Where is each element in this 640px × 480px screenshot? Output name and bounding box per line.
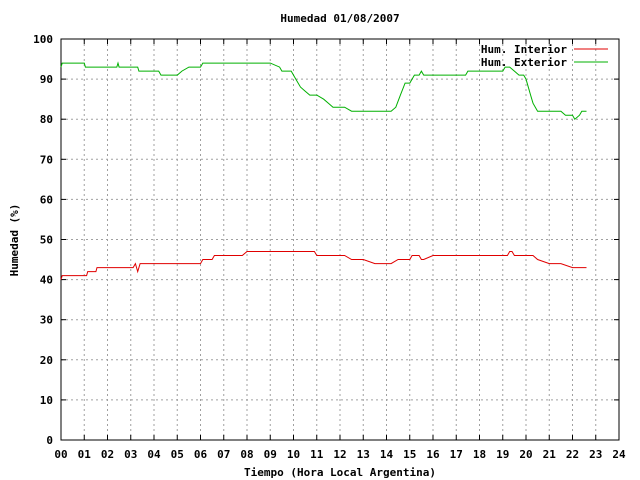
y-tick-label: 100 [33, 33, 53, 46]
x-tick-label: 11 [310, 448, 324, 461]
x-tick-label: 10 [287, 448, 300, 461]
y-tick-label: 20 [40, 354, 53, 367]
legend-label-exterior: Hum. Exterior [481, 56, 567, 69]
x-tick-label: 19 [496, 448, 509, 461]
x-tick-label: 12 [333, 448, 346, 461]
y-tick-label: 30 [40, 314, 53, 327]
x-axis-label: Tiempo (Hora Local Argentina) [244, 466, 436, 479]
y-tick-label: 0 [46, 434, 53, 447]
x-tick-label: 01 [78, 448, 92, 461]
x-tick-label: 05 [171, 448, 184, 461]
x-tick-label: 07 [217, 448, 230, 461]
x-tick-label: 22 [566, 448, 579, 461]
y-tick-label: 90 [40, 73, 53, 86]
x-tick-label: 21 [543, 448, 557, 461]
chart-title: Humedad 01/08/2007 [280, 12, 399, 25]
y-tick-label: 70 [40, 153, 53, 166]
x-tick-label: 13 [357, 448, 370, 461]
x-tick-label: 17 [450, 448, 463, 461]
x-tick-label: 18 [473, 448, 486, 461]
grid-lines [61, 39, 619, 440]
x-tick-label: 15 [403, 448, 416, 461]
x-tick-label: 24 [612, 448, 626, 461]
y-axis-label: Humedad (%) [8, 204, 21, 277]
axis-ticks: 00 01 02 03 04 05 06 07 08 09 10 11 12 13 14 15 16 17 18 19… [33, 33, 626, 461]
y-tick-label: 40 [40, 274, 53, 287]
series-line-exterior [60, 61, 587, 120]
series-lines [60, 61, 587, 280]
x-tick-label: 03 [124, 448, 137, 461]
x-tick-label: 20 [519, 448, 532, 461]
x-tick-label: 06 [194, 448, 208, 461]
x-tick-label: 02 [101, 448, 114, 461]
x-tick-label: 08 [240, 448, 253, 461]
x-tick-label: 04 [147, 448, 161, 461]
legend-label-interior: Hum. Interior [481, 43, 567, 56]
x-tick-label: 16 [426, 448, 440, 461]
x-tick-label: 00 [54, 448, 67, 461]
x-tick-label: 09 [264, 448, 277, 461]
y-tick-label: 50 [40, 234, 53, 247]
series-line-interior [60, 251, 587, 280]
x-tick-label: 14 [380, 448, 394, 461]
x-tick-label: 23 [589, 448, 602, 461]
y-tick-label: 60 [40, 193, 53, 206]
y-tick-label: 80 [40, 113, 53, 126]
y-tick-label: 10 [40, 394, 53, 407]
